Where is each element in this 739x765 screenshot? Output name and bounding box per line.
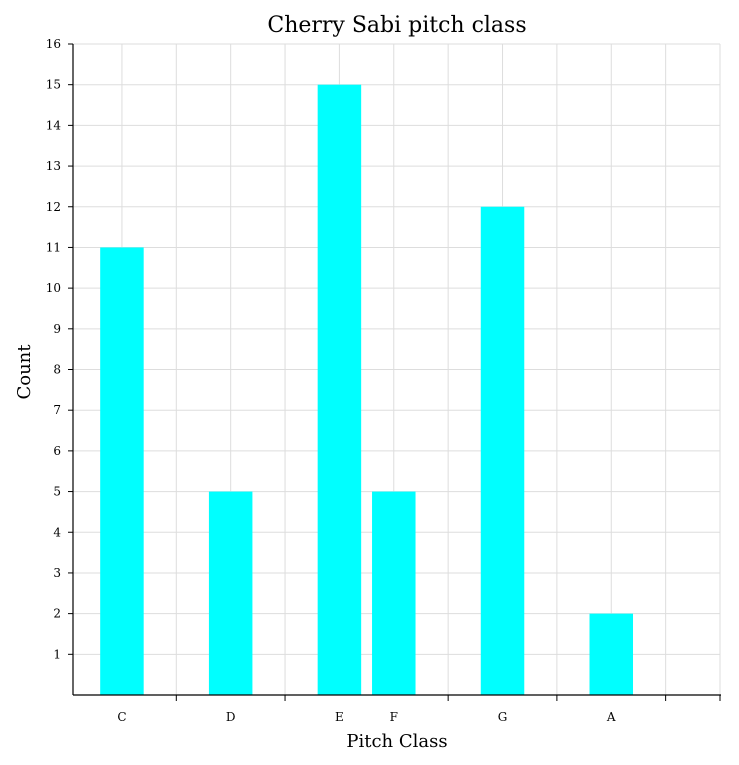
bar-E xyxy=(317,84,362,695)
y-tick-label: 2 xyxy=(53,607,61,621)
y-tick-label: 4 xyxy=(53,525,61,539)
y-tick-label: 14 xyxy=(46,118,62,132)
x-tick-label: E xyxy=(335,710,344,724)
y-tick-label: 7 xyxy=(53,403,61,417)
bars xyxy=(100,84,634,695)
x-tick-label: A xyxy=(606,710,616,724)
y-tick-label: 15 xyxy=(46,78,61,92)
y-tick-label: 10 xyxy=(46,281,61,295)
axes xyxy=(68,43,721,701)
bar-D xyxy=(208,491,253,695)
y-tick-label: 3 xyxy=(53,566,61,580)
y-tick-label: 6 xyxy=(53,444,61,458)
y-axis-label: Count xyxy=(14,344,35,400)
y-tick-label: 1 xyxy=(53,647,61,661)
x-axis-label: Pitch Class xyxy=(346,731,447,752)
bar-G xyxy=(480,206,525,695)
bar-F xyxy=(372,491,416,695)
x-tick-label: G xyxy=(498,710,508,724)
y-tick-label: 11 xyxy=(46,240,61,254)
y-tick-label: 12 xyxy=(46,200,61,214)
x-tick-label: F xyxy=(390,710,398,724)
bar-A xyxy=(589,613,634,695)
bar-C xyxy=(100,247,144,695)
y-tick-label: 13 xyxy=(46,159,61,173)
x-tick-label: D xyxy=(226,710,236,724)
y-tick-label: 8 xyxy=(53,363,61,377)
y-tick-label: 5 xyxy=(53,485,61,499)
y-tick-label: 9 xyxy=(53,322,61,336)
chart-title: Cherry Sabi pitch class xyxy=(267,13,526,38)
y-tick-label: 16 xyxy=(46,37,61,51)
x-tick-label: C xyxy=(117,710,126,724)
